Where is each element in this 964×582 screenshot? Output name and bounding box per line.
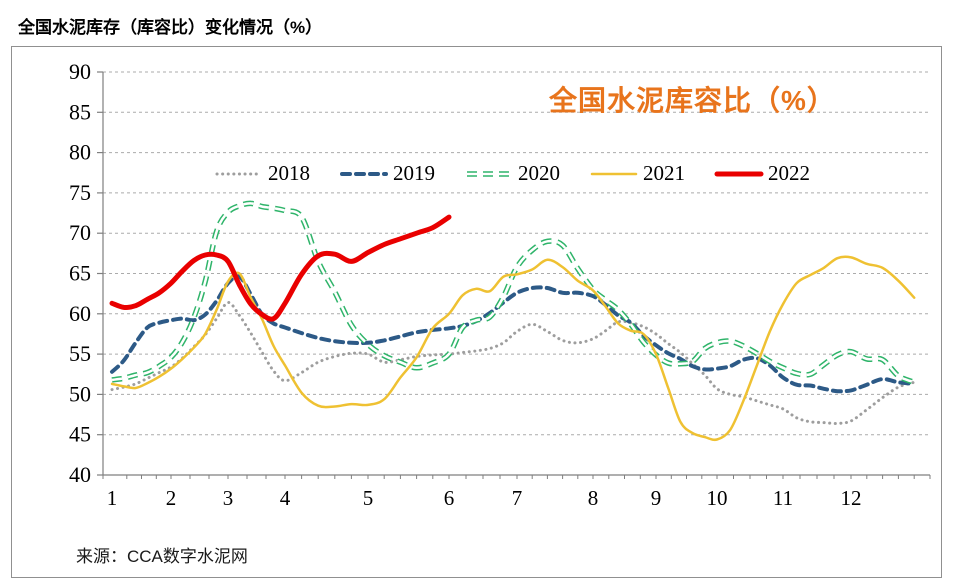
legend-sample-2020 bbox=[467, 170, 511, 177]
y-axis-label-75: 75 bbox=[69, 180, 91, 205]
legend-sample-2018 bbox=[215, 172, 263, 175]
legend-label-2018: 2018 bbox=[268, 161, 310, 185]
x-axis-label-1: 1 bbox=[107, 486, 118, 510]
legend-sample-2021 bbox=[590, 172, 638, 175]
y-axis-label-85: 85 bbox=[69, 99, 91, 124]
x-axis-label-4: 4 bbox=[280, 486, 291, 510]
x-axis-label-11: 11 bbox=[773, 486, 793, 510]
y-axis-label-65: 65 bbox=[69, 261, 91, 286]
y-axis-label-70: 70 bbox=[69, 220, 91, 245]
series-line-2020-hollow-core bbox=[111, 202, 915, 384]
y-axis-label-60: 60 bbox=[69, 301, 91, 326]
chart-legend: 2018 2019 2020 2021 2022 bbox=[214, 161, 810, 186]
x-axis-label-7: 7 bbox=[512, 486, 523, 510]
y-axis-label-80: 80 bbox=[69, 140, 91, 165]
legend-label-2022: 2022 bbox=[768, 161, 810, 185]
legend-item-2018: 2018 bbox=[214, 161, 310, 186]
chart-inner-title: 全国水泥库容比（%） bbox=[549, 85, 836, 116]
legend-item-2020: 2020 bbox=[464, 161, 560, 186]
x-axis-label-5: 5 bbox=[363, 486, 374, 510]
chart-frame bbox=[11, 46, 942, 578]
y-axis-label-90: 90 bbox=[69, 59, 91, 84]
x-axis-label-8: 8 bbox=[588, 486, 599, 510]
legend-label-2019: 2019 bbox=[393, 161, 435, 185]
legend-sample-2019 bbox=[340, 171, 388, 176]
series-line-2018 bbox=[110, 301, 916, 425]
y-axis-label-40: 40 bbox=[69, 462, 91, 487]
y-axis-label-45: 45 bbox=[69, 422, 91, 447]
x-axis-label-12: 12 bbox=[841, 486, 862, 510]
x-axis-label-10: 10 bbox=[707, 486, 728, 510]
legend-item-2022: 2022 bbox=[714, 161, 810, 186]
x-axis-label-3: 3 bbox=[223, 486, 234, 510]
legend-label-2021: 2021 bbox=[643, 161, 685, 185]
y-axis-label-55: 55 bbox=[69, 341, 91, 366]
series-line-2022 bbox=[109, 214, 452, 322]
x-axis-label-9: 9 bbox=[651, 486, 662, 510]
legend-item-2021: 2021 bbox=[589, 161, 685, 186]
legend-sample-2022 bbox=[714, 171, 764, 176]
source-note: 来源：CCA数字水泥网 bbox=[76, 547, 248, 566]
legend-item-2019: 2019 bbox=[339, 161, 435, 186]
page-title: 全国水泥库存（库容比）变化情况（%） bbox=[18, 18, 323, 37]
y-axis-label-50: 50 bbox=[69, 381, 91, 406]
x-axis-label-6: 6 bbox=[444, 486, 455, 510]
legend-label-2020: 2020 bbox=[518, 161, 560, 185]
x-axis-label-2: 2 bbox=[166, 486, 177, 510]
series-line-2021 bbox=[110, 255, 916, 442]
